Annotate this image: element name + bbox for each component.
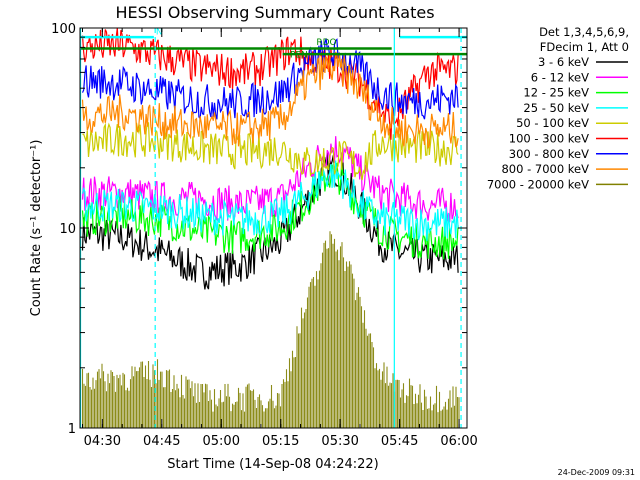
y-tick-label: 100 [51,22,76,37]
legend-header-line-2: FDecim 1, Att 0 [540,40,629,54]
footer-date: 24-Dec-2009 09:31 [558,468,635,477]
chart-title: HESSI Observing Summary Count Rates [115,3,434,22]
series-trace-4 [82,121,459,181]
legend-label-0: 3 - 6 keV [538,55,589,69]
legend-label-6: 300 - 800 keV [509,147,589,161]
legend-header-line-1: Det 1,3,4,5,6,9, [539,25,629,39]
legend-label-1: 6 - 12 keV [531,70,589,84]
y-tick-label: 10 [59,222,76,237]
plot-layer: N RDO PEN 1 10 100 04:30 04:45 05:00 05:15 05:30 05… [51,22,478,449]
legend-label-2: 12 - 25 keV [523,86,589,100]
legend-label-7: 800 - 7000 keV [501,162,589,176]
y-axis-label: Count Rate (s⁻¹ detector⁻¹) [29,140,44,317]
x-tick-label: 05:45 [381,434,418,449]
x-tick-label: 04:45 [143,434,180,449]
series-trace-3 [81,160,459,242]
x-tick-label: 06:00 [440,434,477,449]
x-tick-label: 04:30 [84,434,121,449]
x-axis-label: Start Time (14-Sep-08 04:24:22) [167,457,378,472]
x-tick-label: 05:30 [321,434,358,449]
series-trace-1 [81,136,459,223]
annotation-pen: PEN [290,51,308,61]
annotation-rdo: RDO [316,38,336,48]
annotation-n: N [156,27,163,37]
x-tick-label: 05:00 [203,434,240,449]
legend-label-3: 25 - 50 keV [523,101,589,115]
x-tick-label: 05:15 [262,434,299,449]
series-trace-7 [81,51,459,150]
series-trace-6 [81,38,459,121]
series-trace-8 [81,231,460,428]
series-trace-5 [81,28,459,140]
legend-label-4: 50 - 100 keV [516,116,589,130]
legend-label-5: 100 - 300 keV [509,132,589,146]
legend-label-8: 7000 - 20000 keV [487,177,589,191]
series-trace-0 [81,152,459,290]
y-tick-label: 1 [68,422,76,437]
